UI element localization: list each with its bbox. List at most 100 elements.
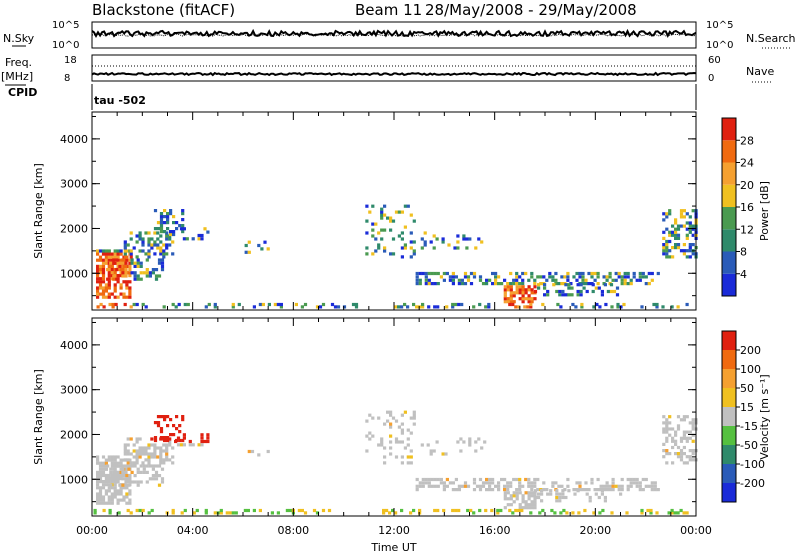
power-cell — [400, 231, 404, 235]
power-cell — [641, 275, 645, 279]
velocity-cell — [409, 431, 413, 435]
velocity-cell — [128, 480, 132, 484]
velocity-cell — [117, 511, 121, 515]
velocity-cell — [257, 453, 261, 457]
power-cell — [478, 275, 483, 279]
velocity-cell — [462, 440, 466, 444]
power-cell — [119, 274, 123, 278]
power-cell — [153, 252, 157, 256]
velocity-cell — [488, 481, 492, 485]
power-cell — [136, 258, 140, 262]
power-cell — [691, 252, 695, 256]
velocity-cell — [515, 488, 519, 492]
power-cell — [591, 289, 595, 294]
power-cell — [674, 218, 678, 222]
velocity-cell — [133, 474, 137, 478]
power-cell — [454, 275, 458, 279]
power-cell — [566, 275, 570, 279]
velocity-cell — [468, 443, 472, 447]
colorbar-swatch — [722, 464, 736, 483]
colorbar-swatch — [722, 388, 736, 407]
velocity-cell — [691, 458, 695, 462]
power-cell — [485, 282, 489, 286]
velocity-cell — [518, 503, 522, 507]
power-cell — [124, 274, 128, 278]
power-cell — [135, 234, 139, 238]
velocity-cell — [594, 492, 598, 496]
velocity-cell — [646, 508, 650, 513]
power-cell — [424, 271, 428, 276]
power-cell — [181, 230, 185, 234]
power-cell — [514, 305, 518, 309]
power-cell — [412, 252, 416, 256]
velocity-cell — [421, 477, 425, 482]
velocity-cell — [424, 481, 428, 485]
power-cell — [116, 295, 120, 299]
power-cell — [160, 268, 165, 272]
power-cell — [380, 210, 384, 214]
velocity-cell — [559, 511, 563, 515]
power-cell — [533, 289, 538, 294]
power-cell — [436, 305, 440, 309]
velocity-cell — [110, 458, 114, 462]
velocity-cell — [153, 452, 157, 456]
velocity-cell — [200, 439, 204, 444]
power-cell — [383, 246, 387, 250]
power-cell — [511, 302, 515, 307]
power-cell — [555, 289, 559, 294]
velocity-cell — [611, 481, 615, 485]
power-cell — [96, 280, 100, 284]
power-cell — [102, 305, 106, 309]
velocity-cell — [641, 488, 645, 492]
colorbar-tick-label: 100 — [740, 363, 761, 376]
velocity-cell — [125, 492, 129, 496]
velocity-cell — [183, 508, 187, 513]
velocity-cell — [386, 419, 390, 423]
velocity-cell — [619, 492, 623, 496]
power-cell — [435, 237, 439, 241]
velocity-cell — [641, 477, 645, 482]
velocity-cell — [665, 449, 669, 453]
velocity-cell — [128, 489, 132, 493]
velocity-cell — [126, 461, 130, 465]
power-cell — [101, 289, 106, 293]
velocity-cell — [445, 477, 449, 482]
power-cell — [116, 252, 120, 256]
power-cell — [123, 240, 127, 244]
velocity-cell — [397, 425, 401, 429]
power-cell — [662, 212, 666, 216]
power-cell — [159, 234, 163, 238]
colorbar-swatch — [722, 350, 736, 369]
power-cell — [106, 268, 110, 272]
power-cell — [451, 278, 455, 282]
power-cell — [153, 231, 157, 235]
velocity-cell — [182, 443, 186, 447]
power-cell — [580, 305, 584, 309]
velocity-cell — [288, 508, 292, 513]
velocity-cell — [171, 508, 175, 513]
velocity-cell — [640, 508, 644, 513]
velocity-cell — [665, 418, 669, 422]
power-cell — [128, 274, 132, 278]
power-cell — [551, 278, 555, 282]
velocity-cell — [110, 492, 114, 496]
power-cell — [581, 278, 585, 282]
velocity-cell — [509, 494, 513, 498]
power-cell — [138, 234, 142, 238]
velocity-cell — [691, 439, 695, 443]
power-cell — [472, 271, 477, 276]
power-cell — [593, 271, 597, 276]
power-cell — [107, 286, 111, 290]
velocity-cell — [159, 458, 163, 462]
power-cell — [247, 250, 251, 254]
velocity-cell — [204, 511, 208, 515]
velocity-cell — [429, 452, 433, 456]
power-cell — [570, 293, 574, 297]
velocity-cell — [163, 418, 167, 422]
velocity-cell — [119, 464, 123, 468]
velocity-cell — [101, 473, 106, 478]
velocity-cell — [138, 449, 142, 453]
velocity-cell — [674, 442, 678, 446]
